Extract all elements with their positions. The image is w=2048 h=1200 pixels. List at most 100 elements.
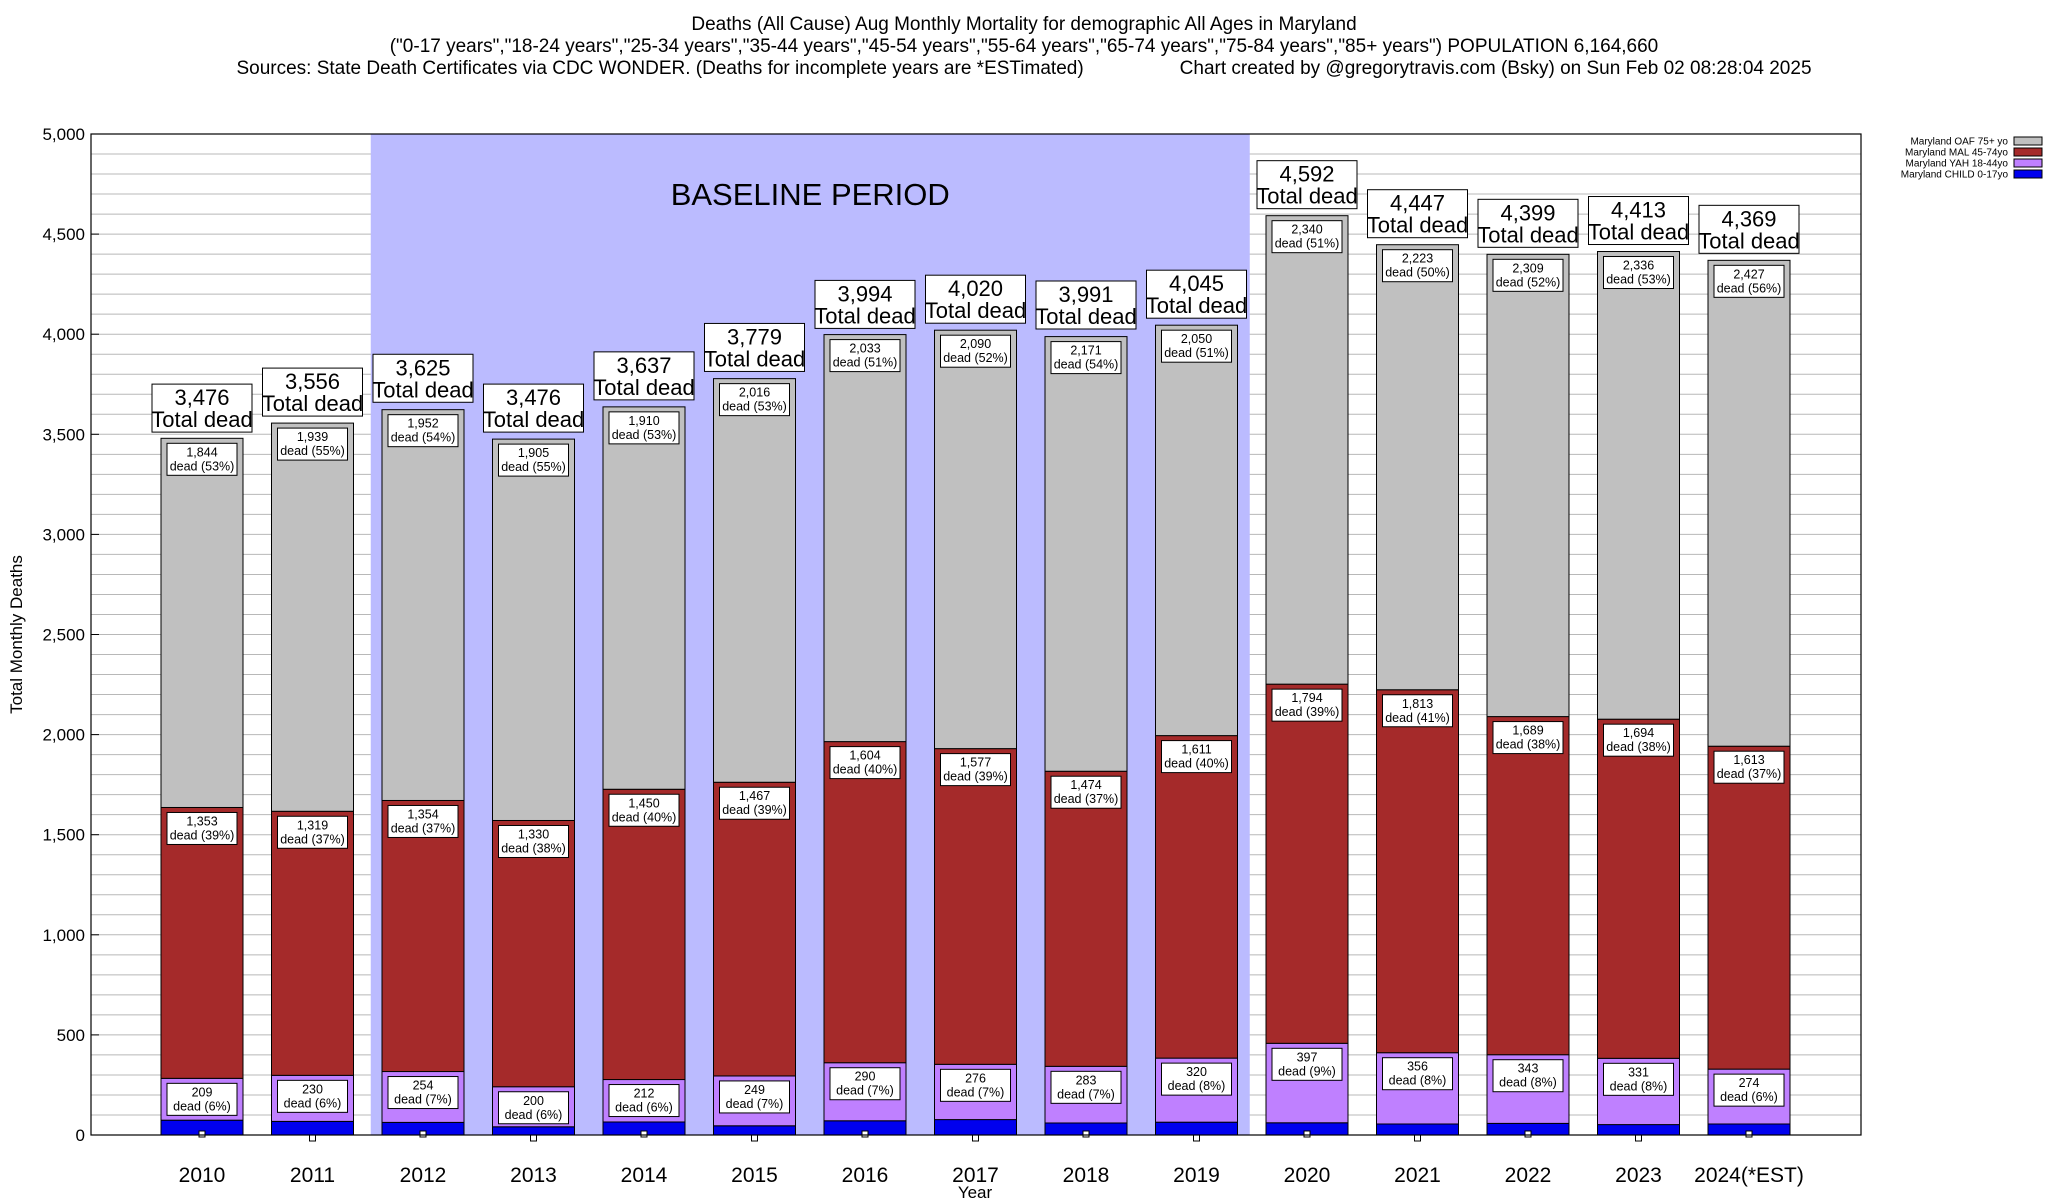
segment-label-value: 1,844 [186, 445, 217, 459]
segment-label-value: 1,905 [518, 446, 549, 460]
total-label-box [262, 367, 363, 417]
bar-segment [1376, 244, 1459, 691]
segment-label-box [719, 1080, 790, 1114]
segment-label-value: 1,613 [1733, 753, 1764, 767]
total-label-caption: Total dead [1256, 184, 1358, 209]
segment-label-value: 2,309 [1512, 261, 1543, 275]
segment-label-box [1382, 249, 1453, 283]
segment-label-value: 2,090 [960, 337, 991, 351]
segment-label-percent: dead (37%) [1054, 792, 1119, 806]
total-label-caption: Total dead [1367, 213, 1469, 238]
total-label-caption: Total dead [372, 377, 474, 402]
segment-label-percent: dead (39%) [170, 828, 235, 842]
segment-label-value: 2,223 [1402, 252, 1433, 266]
segment-label-value: 1,813 [1402, 697, 1433, 711]
segment-label-percent: dead (54%) [391, 431, 456, 445]
total-label-value: 3,637 [616, 353, 671, 378]
y-tick-label: 5,000 [42, 125, 85, 144]
total-label-caption: Total dead [1035, 304, 1137, 329]
bar-segment [934, 329, 1017, 750]
total-label-value: 4,413 [1611, 198, 1666, 223]
x-tick-label: 2016 [842, 1164, 889, 1187]
bar-segment [271, 422, 354, 812]
segment-label-percent: dead (56%) [1717, 281, 1782, 295]
segment-label-value: 320 [1186, 1065, 1207, 1079]
bar-segment [602, 406, 686, 790]
segment-label-box [829, 746, 901, 780]
segment-label-percent: dead (6%) [284, 1096, 342, 1110]
bar-segment [1597, 1124, 1680, 1136]
y-axis-label: Total Monthly Deaths [7, 555, 26, 714]
segment-label-value: 276 [965, 1071, 986, 1085]
y-tick-label: 3,000 [42, 525, 85, 544]
bar-segment [160, 806, 244, 1079]
segment-label-percent: dead (8%) [1389, 1074, 1447, 1088]
total-label-value: 3,556 [285, 369, 340, 394]
segment-label-percent: dead (40%) [612, 810, 677, 824]
total-label-box [151, 383, 253, 433]
legend-swatch [2013, 136, 2043, 146]
segment-label-value: 2,033 [849, 342, 880, 356]
bar-base-marker [1524, 1130, 1532, 1138]
segment-label-box [1713, 1073, 1785, 1107]
legend-label: Maryland YAH 18-44yo [1906, 159, 2009, 170]
segment-label-box [940, 334, 1011, 368]
total-label-caption: Total dead [1588, 220, 1690, 245]
total-label-caption: Total dead [814, 303, 916, 328]
segment-label-percent: dead (39%) [722, 803, 787, 817]
segment-label-percent: dead (37%) [280, 832, 345, 846]
segment-label-value: 2,016 [739, 386, 770, 400]
segment-label-box [166, 1082, 238, 1116]
x-tick-label: 2023 [1615, 1164, 1662, 1187]
bar-base-marker [419, 1130, 427, 1138]
segment-label-percent: dead (7%) [394, 1093, 452, 1107]
segment-label-box [1603, 723, 1674, 757]
y-tick-label: 1,500 [42, 826, 85, 845]
segment-label-percent: dead (37%) [391, 821, 456, 835]
total-label-value: 4,447 [1390, 191, 1445, 216]
bar-base-marker [1193, 1134, 1200, 1142]
segment-label-box [608, 411, 680, 445]
legend-swatch [2013, 147, 2043, 157]
segment-label-value: 283 [1076, 1073, 1097, 1087]
bar-segment [823, 334, 907, 743]
total-label-caption: Total dead [262, 391, 364, 416]
x-tick-label: 2010 [179, 1164, 226, 1187]
segment-label-percent: dead (40%) [1164, 757, 1229, 771]
legend-swatch [2013, 158, 2043, 168]
segment-label-box [1713, 264, 1785, 298]
segment-label-percent: dead (51%) [1164, 346, 1229, 360]
bar-segment [381, 799, 465, 1073]
segment-label-value: 1,353 [186, 814, 217, 828]
total-label-caption: Total dead [1146, 293, 1248, 318]
bar-segment [1376, 689, 1459, 1054]
bar-base-marker [309, 1134, 316, 1142]
segment-label-percent: dead (52%) [1496, 275, 1561, 289]
segment-label-percent: dead (7%) [1057, 1087, 1115, 1101]
baseline-period-label: BASELINE PERIOD [671, 177, 950, 212]
segment-label-percent: dead (53%) [612, 428, 677, 442]
bar-segment [271, 810, 354, 1076]
bar-base-marker [1635, 1134, 1642, 1142]
bar-segment [1597, 718, 1680, 1059]
y-tick-label: 4,000 [42, 325, 85, 344]
chart-title-block: Deaths (All Cause) Aug Monthly Mortality… [0, 14, 2048, 80]
bar-base-marker [198, 1130, 206, 1138]
segment-label-box [1271, 688, 1343, 722]
bar-base-marker [1303, 1130, 1311, 1138]
total-label-box [1588, 196, 1689, 246]
total-label-box [925, 274, 1026, 324]
bar-segment [1707, 259, 1791, 747]
bar-segment [1486, 716, 1570, 1056]
x-tick-label: 2020 [1284, 1164, 1331, 1187]
segment-label-box [829, 1067, 901, 1101]
bar-segment [271, 1120, 354, 1136]
bar-segment [1707, 745, 1791, 1070]
total-label-value: 3,991 [1058, 282, 1113, 307]
bar-segment [713, 781, 796, 1077]
total-label-caption: Total dead [1477, 222, 1579, 247]
segment-label-percent: dead (50%) [1385, 266, 1450, 280]
segment-label-percent: dead (52%) [943, 351, 1008, 365]
x-tick-label: 2019 [1173, 1164, 1220, 1187]
x-tick-label: 2013 [510, 1164, 557, 1187]
